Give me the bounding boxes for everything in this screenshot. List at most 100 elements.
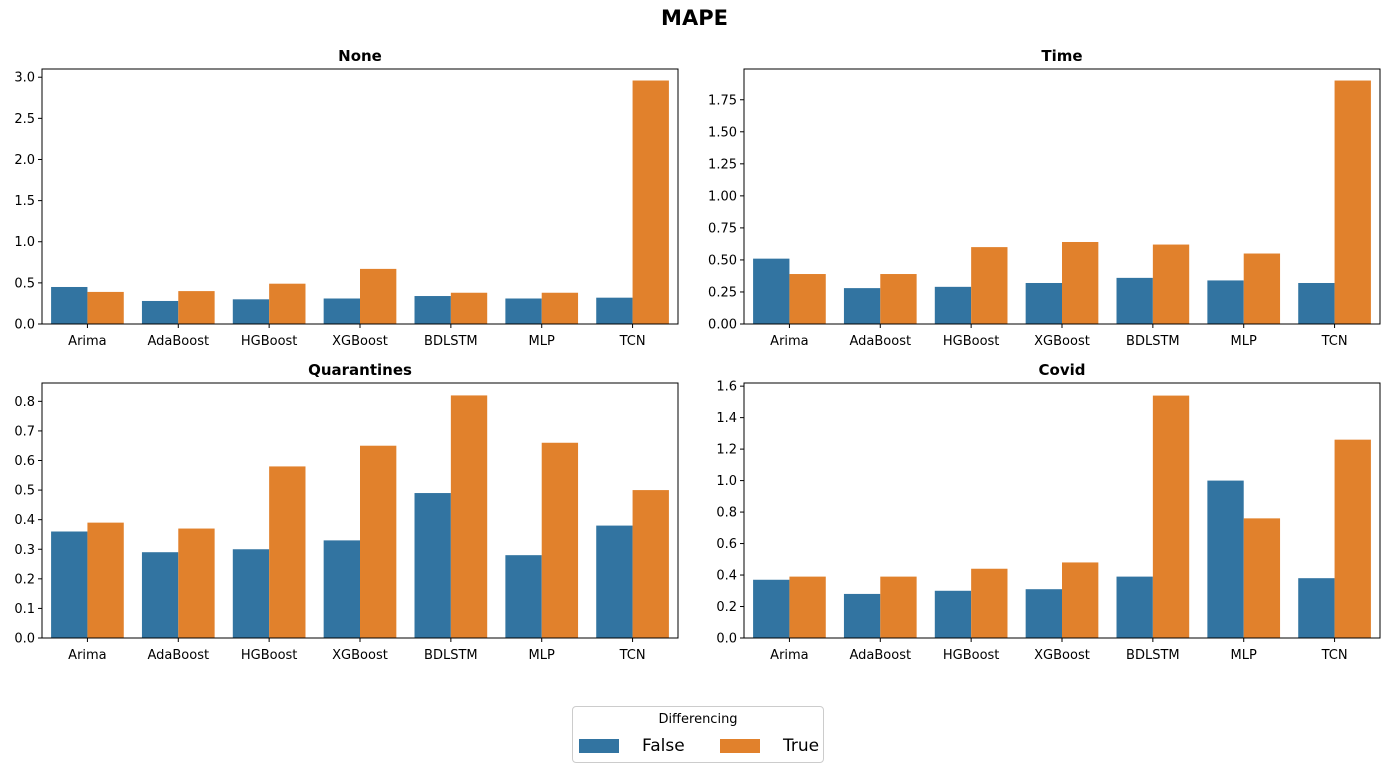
bar-true-adaboost (178, 528, 215, 638)
x-tick-label: MLP (1231, 334, 1257, 349)
bar-true-tcn (632, 80, 669, 324)
x-tick-label: HGBoost (241, 334, 298, 349)
bar-false-arima (51, 286, 88, 324)
y-tick-label: 0.2 (716, 600, 737, 615)
y-tick-label: 0.00 (708, 318, 737, 333)
x-tick-label: MLP (529, 334, 555, 349)
bar-true-xgboost (1062, 241, 1099, 324)
y-tick-label: 1.00 (708, 189, 737, 204)
y-tick-label: 0.4 (14, 513, 35, 528)
y-tick-label: 1.2 (716, 443, 737, 458)
x-tick-label: BDLSTM (1126, 648, 1180, 663)
subplot-title: Quarantines (308, 361, 412, 379)
legend-title: Differencing (658, 712, 738, 727)
bar-true-hgboost (269, 466, 306, 638)
bar-true-arima (87, 522, 124, 638)
x-tick-label: XGBoost (332, 648, 388, 663)
x-tick-label: TCN (619, 648, 646, 663)
bar-false-bdlstm (1116, 277, 1153, 324)
plot-frame (41, 68, 679, 325)
bar-true-xgboost (360, 445, 397, 638)
bar-false-hgboost (232, 549, 270, 638)
plot-frame (41, 382, 679, 639)
y-tick-label: 1.6 (716, 380, 737, 395)
y-tick-label: 2.5 (14, 112, 35, 127)
bar-false-xgboost (323, 298, 360, 324)
y-tick-label: 0.5 (14, 484, 35, 499)
bar-true-hgboost (971, 247, 1008, 324)
y-tick-label: 0.5 (14, 276, 35, 291)
bar-true-adaboost (880, 576, 917, 638)
y-tick-label: 1.0 (716, 474, 737, 489)
y-tick-label: 0.0 (14, 632, 35, 647)
bar-true-bdlstm (1152, 395, 1190, 638)
y-tick-label: 0.0 (14, 318, 35, 333)
x-tick-label: BDLSTM (424, 334, 478, 349)
y-tick-label: 1.25 (708, 157, 737, 172)
bar-false-mlp (505, 298, 542, 324)
y-tick-label: 2.0 (14, 153, 35, 168)
x-tick-label: TCN (1321, 334, 1348, 349)
bar-true-mlp (1243, 253, 1281, 324)
bar-true-tcn (632, 490, 669, 638)
y-tick-label: 0.6 (716, 537, 737, 552)
x-tick-label: HGBoost (943, 334, 1000, 349)
x-tick-label: Arima (770, 334, 808, 349)
bar-false-arima (753, 258, 790, 324)
x-tick-label: HGBoost (943, 648, 1000, 663)
bar-false-hgboost (232, 299, 270, 324)
y-tick-label: 1.75 (708, 93, 737, 108)
legend-label-true: True (783, 736, 820, 756)
x-tick-label: TCN (1321, 648, 1348, 663)
bar-true-mlp (541, 442, 579, 638)
bar-false-adaboost (141, 300, 179, 324)
bar-true-hgboost (971, 568, 1008, 638)
subplot-title: Time (1041, 47, 1082, 65)
x-tick-label: MLP (1231, 648, 1257, 663)
bar-false-tcn (596, 525, 633, 638)
subplot-title: Covid (1039, 361, 1086, 379)
x-tick-label: AdaBoost (849, 334, 911, 349)
y-tick-label: 0.75 (708, 221, 737, 236)
x-tick-label: AdaBoost (147, 334, 209, 349)
bar-false-xgboost (323, 540, 360, 638)
bar-true-bdlstm (1152, 244, 1190, 324)
bar-true-arima (789, 576, 826, 638)
x-tick-label: Arima (68, 334, 106, 349)
x-tick-label: XGBoost (1034, 334, 1090, 349)
bar-false-xgboost (1025, 589, 1062, 638)
subplot-title: None (338, 47, 382, 65)
bar-false-bdlstm (414, 493, 451, 638)
bar-false-mlp (1207, 480, 1244, 638)
x-tick-label: Arima (770, 648, 808, 663)
bar-false-hgboost (934, 286, 972, 324)
y-tick-label: 1.0 (14, 235, 35, 250)
bar-true-arima (87, 291, 124, 324)
bar-false-arima (51, 531, 88, 638)
y-tick-label: 1.50 (708, 125, 737, 140)
legend-item-false: False (579, 735, 685, 757)
bar-false-tcn (1298, 282, 1335, 324)
y-tick-label: 0.2 (14, 572, 35, 587)
x-tick-label: TCN (619, 334, 646, 349)
y-tick-label: 0.4 (716, 569, 737, 584)
y-tick-label: 1.4 (716, 411, 737, 426)
bar-false-arima (753, 579, 790, 638)
y-tick-label: 0.7 (14, 424, 35, 439)
x-tick-label: XGBoost (1034, 648, 1090, 663)
bar-true-bdlstm (450, 395, 488, 638)
plot-frame (743, 382, 1381, 639)
bar-false-hgboost (934, 590, 972, 638)
bar-false-tcn (596, 297, 633, 324)
bar-false-xgboost (1025, 282, 1062, 324)
bar-false-adaboost (141, 552, 179, 638)
bar-false-mlp (505, 555, 542, 638)
legend-swatch-true (720, 739, 760, 753)
y-tick-label: 0.8 (14, 395, 35, 410)
legend-item-true: True (720, 735, 819, 757)
bar-false-bdlstm (1116, 576, 1153, 638)
bar-false-mlp (1207, 280, 1244, 324)
x-tick-label: XGBoost (332, 334, 388, 349)
bar-true-xgboost (360, 268, 397, 324)
chart-figure: None 0.0 0.5 1.0 1.5 2.0 2.5 3.0 Arima AdaBoost HG… (14, 47, 1381, 663)
